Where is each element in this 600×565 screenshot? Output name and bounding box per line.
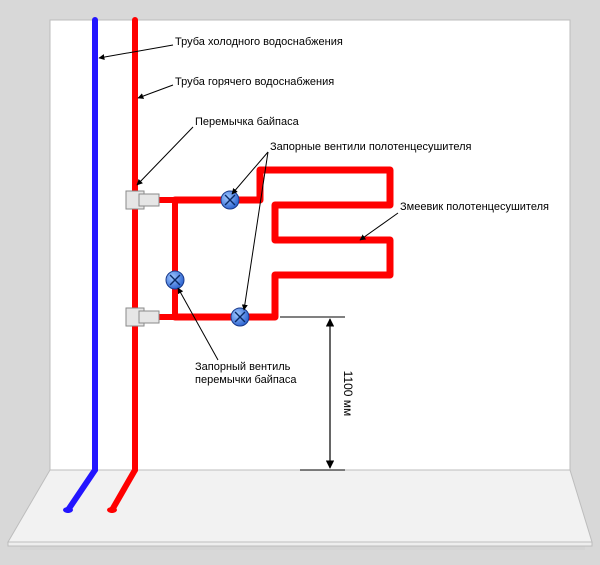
tee-fitting-upper-out [139, 194, 159, 206]
tee-fitting-lower-out [139, 311, 159, 323]
label-hot-pipe: Труба горячего водоснабжения [175, 76, 334, 88]
hot-pipe-end [107, 507, 117, 513]
cold-pipe-end [63, 507, 73, 513]
front-edge [8, 542, 592, 546]
label-cold-pipe: Труба холодного водоснабжения [175, 36, 343, 48]
label-coil: Змеевик полотенцесушителя [400, 201, 549, 213]
label-bypass: Перемычка байпаса [195, 116, 300, 128]
label-valves: Запорные вентили полотенцесушителя [270, 141, 472, 153]
floor [8, 470, 592, 542]
diagram-canvas: 1100 мм Труба холодного водоснабжения Тр… [0, 0, 600, 565]
dimension-label: 1100 мм [341, 371, 355, 417]
label-bypass-valve: Запорный вентильперемычки байпаса [195, 361, 297, 386]
